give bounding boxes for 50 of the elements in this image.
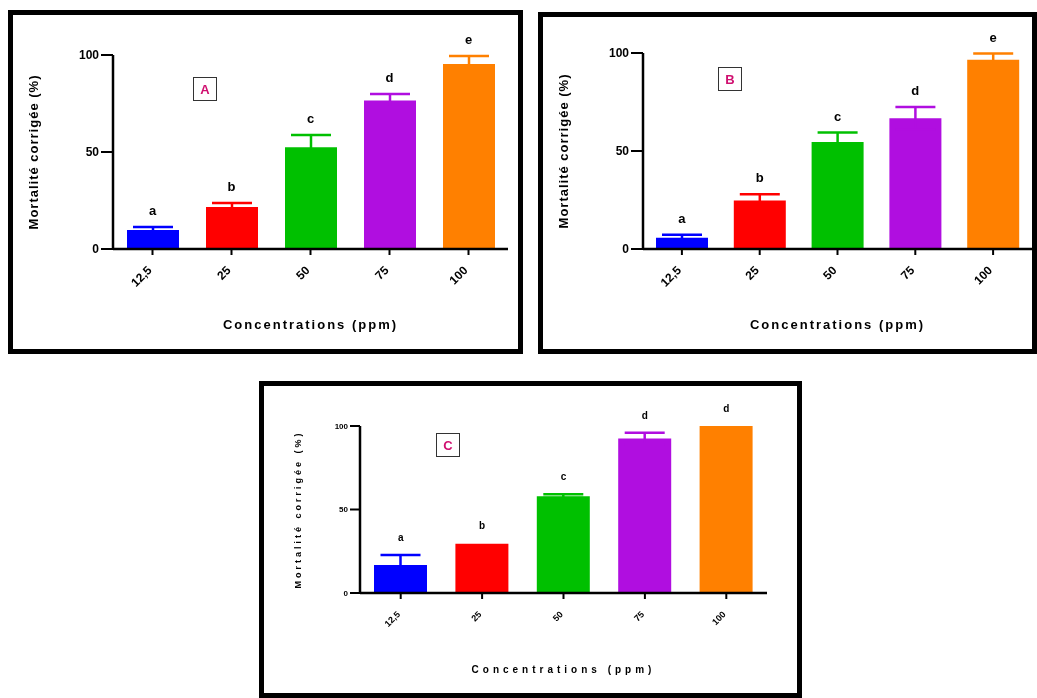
x-tick-label: 25 (214, 263, 234, 283)
bar (536, 496, 590, 593)
x-tick-label: 75 (372, 263, 392, 283)
x-tick-label: 50 (293, 263, 313, 283)
annotation: b (227, 179, 236, 195)
annotation: B (718, 67, 742, 91)
y-tick-label: 100 (608, 46, 630, 61)
y-tick-label: 0 (622, 242, 630, 257)
annotation: C (436, 433, 460, 457)
annotation: a (148, 202, 157, 218)
annotation: A (193, 77, 217, 101)
annotation: c (306, 110, 315, 126)
x-axis-title: Concentrations (ppm) (749, 317, 926, 332)
y-tick-label: 100 (334, 421, 349, 431)
annotation: d (385, 69, 394, 85)
bar (206, 206, 258, 249)
x-tick-label: 50 (820, 263, 840, 283)
annotation: a (678, 210, 687, 226)
y-axis-title: Mortalité corrigée (%) (293, 430, 304, 589)
y-tick-label: 50 (339, 505, 349, 515)
annotation: e (464, 31, 473, 47)
x-tick-label: 75 (632, 609, 647, 624)
annotation: e (989, 29, 997, 45)
annotation: c (560, 471, 567, 483)
y-axis-title: Mortalité corrigée (%) (25, 74, 41, 230)
y-tick-label: 0 (343, 588, 349, 598)
annotation: c (833, 108, 842, 124)
annotation: d (641, 409, 648, 421)
x-axis-title: Concentrations (ppm) (471, 664, 656, 675)
y-tick-label: 50 (615, 144, 630, 159)
bar (127, 229, 179, 249)
annotation: b (479, 520, 486, 532)
x-tick-label: 100 (710, 609, 728, 628)
annotation: d (723, 403, 730, 414)
annotation: d (911, 83, 920, 99)
x-axis-title: Concentrations (ppm) (222, 317, 399, 332)
x-tick-label: 50 (550, 609, 565, 624)
y-tick-label: 100 (78, 48, 100, 63)
annotation: b (755, 170, 764, 186)
x-tick-label: 100 (446, 263, 471, 288)
annotation: a (397, 531, 404, 543)
x-tick-label: 25 (469, 609, 484, 624)
y-axis-title: Mortalité corrigée (%) (555, 73, 571, 229)
x-tick-label: 100 (971, 263, 996, 288)
x-tick-label: 75 (898, 263, 918, 283)
bar (455, 543, 509, 593)
bar (699, 426, 753, 593)
y-tick-label: 0 (92, 242, 100, 257)
y-tick-label: 50 (85, 145, 100, 160)
x-tick-label: 25 (742, 263, 763, 283)
